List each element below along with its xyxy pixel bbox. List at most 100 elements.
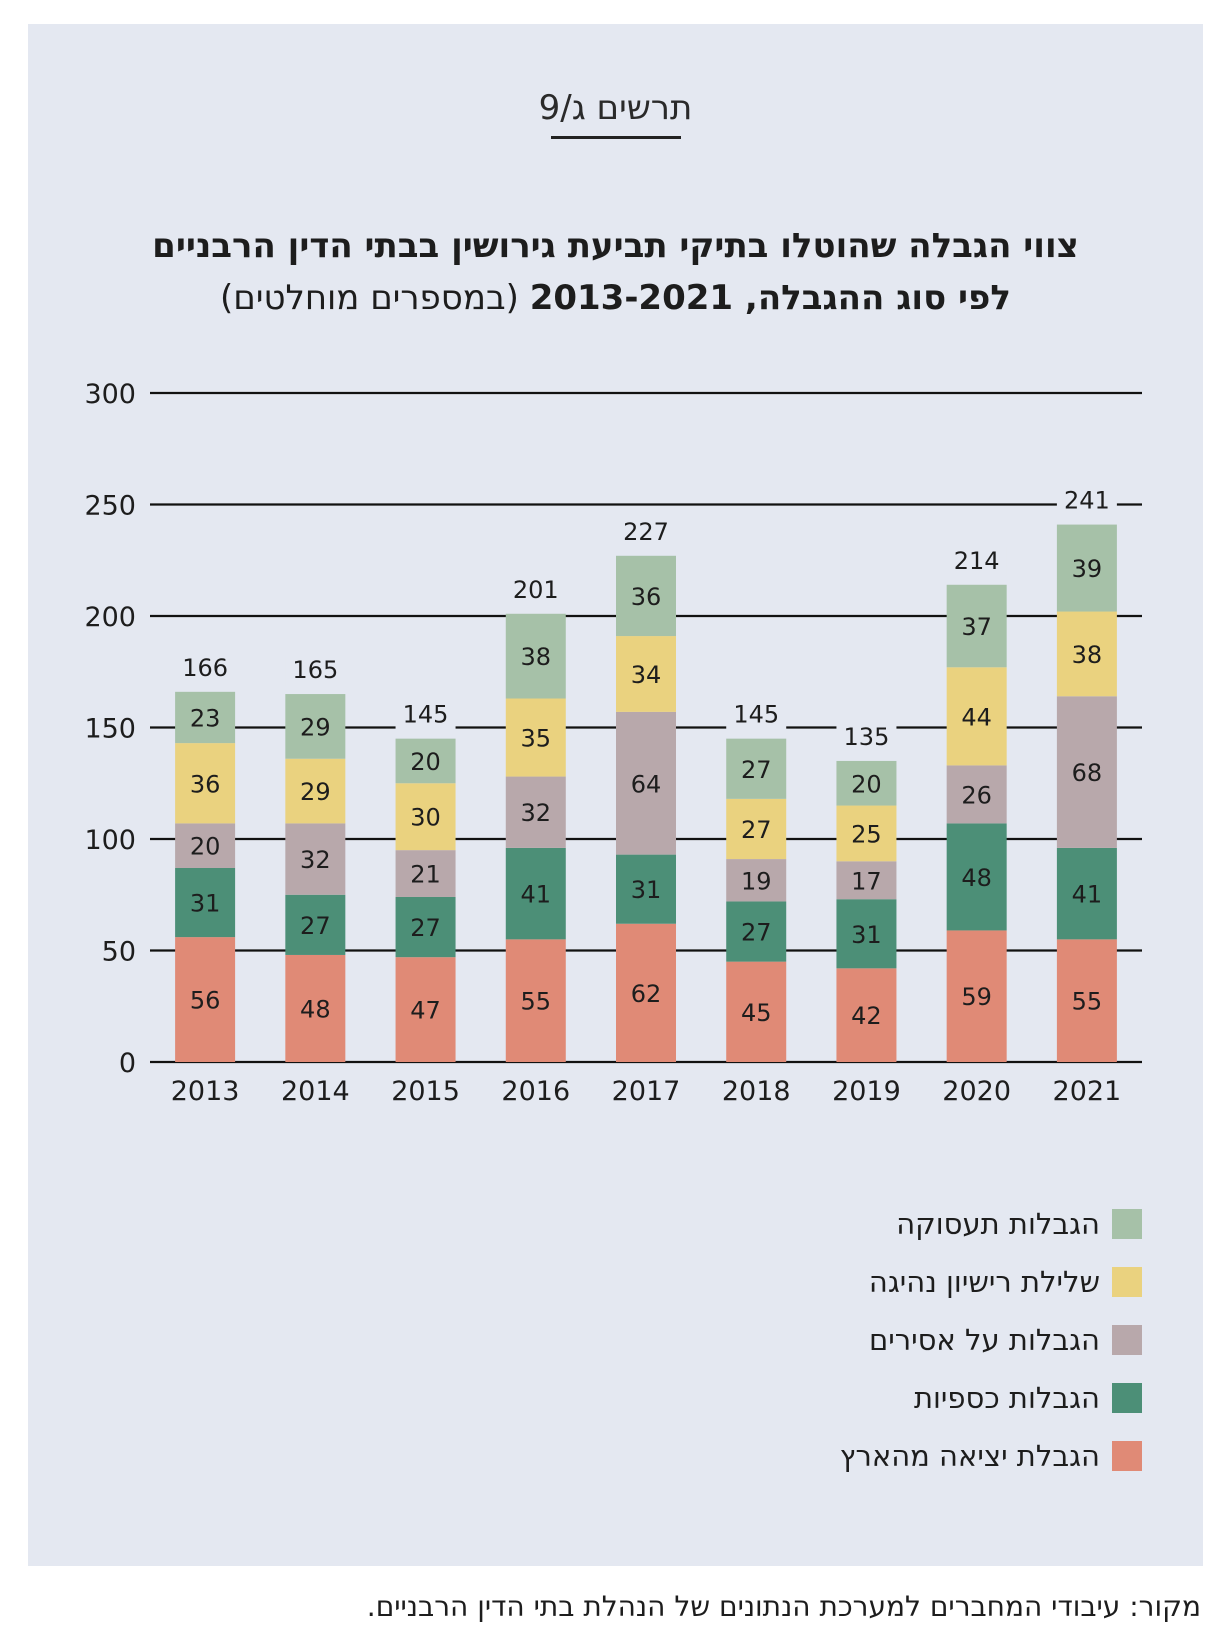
total-label-bg	[836, 722, 897, 753]
bar-segment	[616, 923, 676, 1062]
segment-value-label: 56	[190, 987, 221, 1015]
legend-label: הגבלות על אסירים	[869, 1323, 1100, 1357]
legend-item: הגבלות תעסוקה	[896, 1207, 1142, 1241]
segment-value-label: 17	[851, 867, 882, 895]
segment-value-label: 31	[851, 921, 882, 949]
segment-value-label: 35	[521, 725, 552, 753]
x-tick-label: 2013	[171, 1076, 240, 1107]
total-value-label: 227	[623, 518, 669, 546]
segment-value-label: 31	[190, 890, 221, 918]
bar-segment	[395, 850, 456, 897]
bar-segment	[1056, 939, 1117, 1062]
bar-segment	[395, 738, 456, 784]
bar-segment	[1056, 847, 1117, 940]
bar-segment	[726, 961, 787, 1062]
segment-value-label: 36	[631, 583, 662, 611]
bar-segment	[505, 698, 566, 777]
y-tick-label: 200	[84, 602, 136, 633]
segment-value-label: 36	[190, 770, 221, 798]
segment-value-label: 20	[190, 833, 221, 861]
bar-segment	[175, 743, 236, 824]
legend-swatch	[1112, 1383, 1142, 1413]
total-value-label: 201	[513, 576, 559, 604]
segment-value-label: 27	[300, 912, 331, 940]
segment-value-label: 41	[521, 881, 552, 909]
total-value-label: 166	[182, 654, 228, 682]
segment-value-label: 55	[1072, 988, 1103, 1016]
segment-value-label: 20	[851, 770, 882, 798]
bar-segment	[616, 854, 676, 924]
segment-value-label: 47	[410, 997, 441, 1025]
segment-value-label: 38	[521, 643, 552, 671]
legend-swatch	[1112, 1267, 1142, 1297]
bar-segment	[616, 636, 676, 712]
legend-item: הגבלות על אסירים	[869, 1323, 1142, 1357]
bar-segment	[946, 584, 1007, 668]
x-tick-label: 2014	[281, 1076, 350, 1107]
figure-label: תרשים ג/9	[538, 88, 693, 128]
bar-segment	[836, 760, 897, 806]
segment-value-label: 31	[631, 876, 662, 904]
total-label-bg	[285, 656, 346, 687]
bar-segment	[175, 937, 236, 1062]
legend-item: שלילת רישיון נהיגה	[869, 1265, 1142, 1299]
legend-item: הגבלות כספיות	[914, 1381, 1142, 1415]
segment-value-label: 64	[631, 770, 662, 798]
legend-item: הגבלת יציאה מהארץ	[840, 1439, 1142, 1473]
bar-segment	[836, 805, 897, 862]
x-tick-label: 2016	[501, 1076, 570, 1107]
bar-segment	[175, 867, 236, 938]
x-tick-label: 2021	[1053, 1076, 1122, 1107]
bar-segment	[505, 939, 566, 1062]
legend-swatch	[1112, 1209, 1142, 1239]
legend-label: הגבלות תעסוקה	[896, 1207, 1100, 1241]
total-value-label: 165	[292, 656, 338, 684]
bar-segment	[836, 968, 897, 1062]
bar-segment	[726, 798, 787, 860]
bar-segment	[285, 954, 346, 1062]
segment-value-label: 41	[1072, 881, 1103, 909]
segment-value-label: 26	[961, 781, 992, 809]
source-note: מקור: עיבודי המחברים למערכת הנתונים של ה…	[366, 1590, 1201, 1623]
bar-segment	[1056, 611, 1117, 697]
segment-value-label: 23	[190, 704, 221, 732]
bar-segment	[175, 691, 236, 744]
total-label-bg	[726, 700, 787, 731]
chart-title: צווי הגבלה שהוטלו בתיקי תביעת גירושין בב…	[88, 220, 1143, 324]
legend-label: הגבלת יציאה מהארץ	[839, 1439, 1100, 1473]
legend-label: הגבלות כספיות	[913, 1381, 1100, 1415]
x-tick-label: 2018	[722, 1076, 791, 1107]
bar-segment	[505, 776, 566, 848]
total-label-bg	[1056, 486, 1117, 517]
bar-segment	[505, 847, 566, 940]
bar-segment	[395, 896, 456, 958]
segment-value-label: 39	[1072, 555, 1103, 583]
x-tick-label: 2019	[832, 1076, 901, 1107]
total-value-label: 145	[403, 701, 449, 729]
segment-value-label: 34	[631, 661, 662, 689]
bar-segment	[836, 899, 897, 969]
bar-segment	[616, 555, 676, 637]
bar-segment	[946, 823, 1007, 931]
segment-value-label: 29	[300, 713, 331, 741]
y-tick-label: 100	[84, 825, 136, 856]
segment-value-label: 27	[410, 914, 441, 942]
legend-swatch	[1112, 1325, 1142, 1355]
bar-segment	[946, 667, 1007, 766]
bar-segment	[946, 765, 1007, 824]
bar-segment	[836, 861, 897, 900]
total-label-bg	[505, 575, 566, 606]
bar-segment	[946, 930, 1007, 1062]
total-label-bg	[395, 700, 456, 731]
y-tick-label: 150	[84, 714, 136, 745]
y-tick-label: 50	[102, 937, 136, 968]
bar-segment	[616, 711, 676, 855]
bar-segment	[726, 738, 787, 799]
total-label-bg	[175, 653, 236, 684]
segment-value-label: 62	[631, 980, 662, 1008]
total-value-label: 145	[733, 701, 779, 729]
bar-segment	[395, 783, 456, 851]
total-label-bg	[946, 546, 1007, 577]
bar-segment	[285, 694, 346, 759]
